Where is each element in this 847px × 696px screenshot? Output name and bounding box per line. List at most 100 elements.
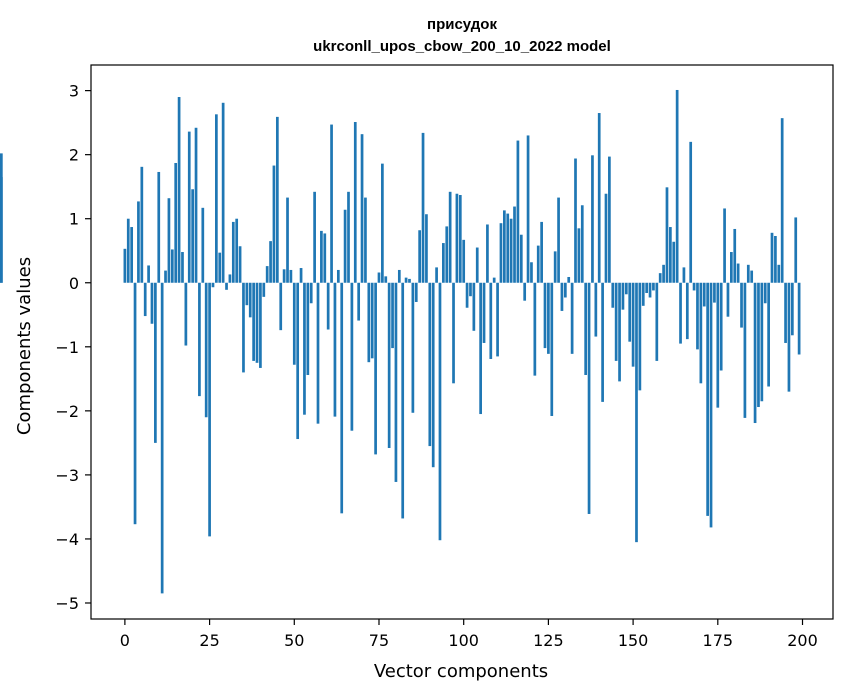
bar (523, 282, 527, 301)
bar (608, 156, 611, 283)
bar (408, 278, 411, 283)
bar (482, 282, 486, 343)
bar (696, 282, 699, 350)
bar (309, 282, 313, 304)
bar (621, 282, 625, 310)
bar (516, 140, 520, 283)
bar (428, 282, 432, 447)
bar (299, 268, 303, 283)
bar (550, 282, 554, 416)
bar (767, 282, 770, 387)
x-tick-label: 200 (787, 631, 818, 650)
bar (133, 282, 137, 525)
bar (360, 134, 364, 283)
x-tick-label: 175 (703, 631, 734, 650)
bar (757, 282, 760, 408)
bar (763, 282, 767, 304)
bar (170, 249, 174, 283)
bar (624, 282, 628, 295)
bar (753, 282, 757, 424)
bar (411, 282, 415, 413)
bar (641, 282, 645, 306)
bar (438, 282, 442, 541)
bar (211, 282, 215, 288)
y-tick-label: 3 (69, 82, 79, 101)
bar (577, 228, 581, 283)
bar (282, 269, 286, 283)
y-tick-label: −2 (55, 402, 79, 421)
bar (526, 135, 530, 283)
bar (255, 282, 259, 363)
bar (770, 232, 774, 283)
bar (519, 234, 523, 283)
chart-title: присудок (427, 16, 497, 33)
chart-subtitle: ukrconll_upos_cbow_200_10_2022 model (313, 38, 611, 55)
bar (198, 282, 201, 397)
bar (204, 282, 208, 418)
bar (465, 282, 469, 308)
bar (774, 236, 777, 283)
bar (262, 282, 266, 297)
bar (221, 102, 225, 283)
bar (604, 193, 608, 283)
bar (638, 282, 642, 391)
bar (167, 198, 171, 283)
bar (726, 282, 730, 317)
bar (235, 218, 239, 283)
bar (570, 282, 574, 354)
bar (367, 282, 371, 363)
bar (679, 282, 682, 344)
bar (391, 282, 394, 349)
bar (435, 267, 438, 283)
bar (191, 189, 194, 283)
bar (442, 243, 445, 283)
bar (797, 282, 801, 355)
x-tick-label: 75 (369, 631, 389, 650)
bar (154, 282, 157, 443)
bar (184, 282, 188, 346)
bar (723, 208, 726, 283)
bar (259, 282, 262, 368)
bar (716, 282, 720, 408)
bar (547, 282, 550, 354)
bar (425, 214, 428, 283)
bar (702, 282, 706, 307)
bar (292, 282, 296, 365)
bar (286, 197, 289, 283)
bar (248, 282, 252, 318)
bar (648, 282, 652, 298)
bar (503, 210, 506, 283)
bar (699, 282, 703, 384)
bar (353, 122, 357, 283)
bar (218, 252, 222, 283)
bar (614, 282, 618, 361)
x-tick-label: 0 (120, 631, 130, 650)
bar (448, 191, 452, 283)
bar (384, 276, 388, 283)
bar (479, 282, 482, 415)
y-tick-label: 2 (69, 146, 79, 165)
bar (475, 247, 479, 283)
bar (469, 282, 472, 297)
bar (238, 246, 242, 283)
bar (780, 118, 784, 283)
y-tick-label: −4 (55, 530, 79, 549)
x-tick-label: 100 (448, 631, 479, 650)
bar (350, 282, 354, 431)
bar (563, 282, 567, 298)
bar (0, 153, 3, 283)
bar (225, 282, 228, 290)
bar (587, 282, 591, 514)
bar (394, 282, 398, 482)
bar (557, 197, 560, 283)
bar (445, 226, 449, 283)
bar (513, 206, 516, 283)
bar (713, 282, 716, 303)
bar (682, 267, 686, 283)
bars-group (0, 89, 801, 594)
bar (330, 124, 333, 283)
bar (326, 282, 330, 330)
bar (404, 277, 408, 283)
bar (347, 191, 350, 283)
bar (126, 218, 130, 283)
